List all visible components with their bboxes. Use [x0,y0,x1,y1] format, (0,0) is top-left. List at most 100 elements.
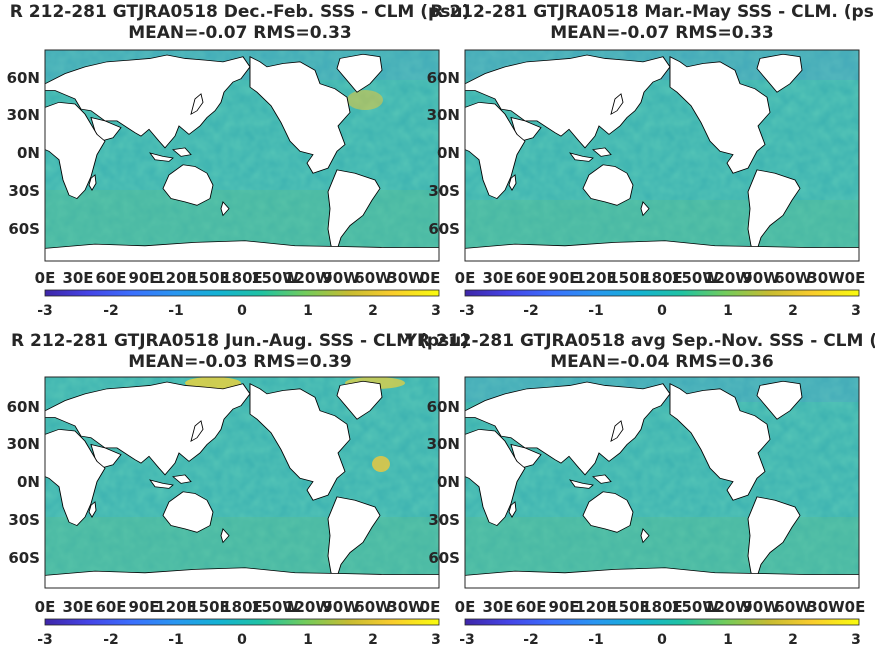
panel-1-xtick-8: 120W [284,269,332,287]
panel-4-cbtick-6: 3 [851,632,861,648]
panel-4-ytick-60N: 60N [427,398,460,416]
panel-2-xtick-5: 150E [608,269,650,287]
panel-4-xtick-11: 30W [807,598,845,616]
panel-2-xtick-3: 90E [548,269,579,287]
panel-3-xtick-0: 0E [35,598,56,616]
panel-2-cbtick-2: -1 [588,303,604,319]
panel-1-xtick-0: 0E [35,269,56,287]
panel-4-xticks: 0E 30E 60E 90E 120E 150E 180E 150W 120W … [455,598,866,616]
panel-3-ytick-60S: 60S [8,549,40,567]
panel-1-xtick-10: 60W [354,269,392,287]
panel-3-xtick-5: 150E [188,598,230,616]
panel-1-ytick-30S: 30S [8,182,40,200]
panel-3-ytick-0N: 0N [17,473,40,491]
panel-1-cbtick-2: -1 [168,303,184,319]
panel-1-xtick-3: 90E [128,269,159,287]
panel-2-ytick-30N: 30N [427,106,460,124]
panel-2-subtitle: MEAN=-0.07 RMS=0.33 [550,23,774,43]
panel-1-cbtick-0: -3 [37,303,53,319]
panel-2-xticks: 0E 30E 60E 90E 120E 150E 180E 150W 120W … [455,269,866,287]
panel-1-xtick-2: 60E [95,269,126,287]
panel-3-cbtick-3: 0 [237,632,247,648]
panel-4: YR 212-281 GTJRA0518 avg Sep.-Nov. SSS -… [404,331,875,648]
panel-2-xtick-4: 120E [575,269,617,287]
panel-4-cbtick-4: 1 [723,632,733,648]
panel-1-ytick-0N: 0N [17,144,40,162]
panel-3-subtitle: MEAN=-0.03 RMS=0.39 [128,352,352,372]
panel-4-ytick-0N: 0N [437,473,460,491]
panel-3-xtick-2: 60E [95,598,126,616]
panel-4-cbtick-0: -3 [459,632,475,648]
panel-1-subtitle: MEAN=-0.07 RMS=0.33 [128,23,352,43]
panel-3-xtick-1: 30E [62,598,93,616]
panel-1-xtick-5: 150E [188,269,230,287]
panel-3-xtick-11: 30W [387,598,425,616]
panel-3-xticks: 0E 30E 60E 90E 120E 150E 180E 150W 120W … [35,598,441,616]
panel-3-cbtick-1: -2 [103,632,119,648]
panel-2-xtick-7: 150W [671,269,719,287]
panel-4-subtitle: MEAN=-0.04 RMS=0.36 [550,352,774,372]
panel-2: R 212-281 GTJRA0518 Mar.-May SSS - CLM. … [427,2,875,319]
panel-2-xtick-8: 120W [704,269,752,287]
panel-1-xtick-1: 30E [62,269,93,287]
panel-1-xtick-4: 120E [155,269,197,287]
panel-2-ytick-0N: 0N [437,144,460,162]
panel-4-colorbar-ticks: -3 -2 -1 0 1 2 3 [459,632,861,648]
panel-4-cbtick-5: 2 [788,632,798,648]
panel-1-ytick-30N: 30N [7,106,40,124]
panel-1-cbtick-6: 3 [431,303,441,319]
panel-1-cbtick-3: 0 [237,303,247,319]
panel-4-title: YR 212-281 GTJRA0518 avg Sep.-Nov. SSS -… [404,331,875,351]
panel-4-xtick-7: 150W [671,598,719,616]
panel-4-xtick-9: 90W [742,598,780,616]
panel-4-xtick-6: 180E [641,598,683,616]
panel-3-xtick-8: 120W [284,598,332,616]
panel-4-map [464,376,860,589]
panel-3-cbtick-2: -1 [168,632,184,648]
panel-3-xtick-4: 120E [155,598,197,616]
panel-4-cbtick-1: -2 [523,632,539,648]
panel-2-xtick-11: 30W [807,269,845,287]
panel-3-colorbar [44,618,440,626]
panel-4-xtick-2: 60E [515,598,546,616]
panel-4-ytick-60S: 60S [428,549,460,567]
panel-2-xtick-2: 60E [515,269,546,287]
panel-4-xtick-1: 30E [482,598,513,616]
panel-3-xtick-10: 60W [354,598,392,616]
panel-2-ytick-60S: 60S [428,220,460,238]
panel-3-xtick-6: 180E [221,598,263,616]
panel-1-cbtick-5: 2 [368,303,378,319]
panel-1-cbtick-4: 1 [303,303,313,319]
panel-4-cbtick-2: -1 [588,632,604,648]
panel-1-ytick-60N: 60N [7,69,40,87]
panel-2-ytick-60N: 60N [427,69,460,87]
panel-1-xtick-6: 180E [221,269,263,287]
panel-4-xtick-12: 0E [845,598,866,616]
panel-3-cbtick-4: 1 [303,632,313,648]
panel-3-xtick-7: 150W [251,598,299,616]
panel-1-xtick-11: 30W [387,269,425,287]
panel-4-cbtick-3: 0 [657,632,667,648]
panel-1-colorbar [44,289,440,297]
panel-1-xtick-7: 150W [251,269,299,287]
panel-2-xtick-0: 0E [455,269,476,287]
panel-2-colorbar-ticks: -3 -2 -1 0 1 2 3 [459,303,861,319]
panel-1-xtick-9: 90W [322,269,360,287]
panel-3-ytick-30N: 30N [7,435,40,453]
panel-4-xtick-8: 120W [704,598,752,616]
panel-1-title: R 212-281 GTJRA0518 Dec.-Feb. SSS - CLM … [10,2,470,22]
panel-2-xtick-6: 180E [641,269,683,287]
panel-3-xtick-3: 90E [128,598,159,616]
panel-3: R 212-281 GTJRA0518 Jun.-Aug. SSS - CLM … [7,331,469,648]
panel-1-map [44,49,440,262]
panel-4-colorbar [464,618,860,626]
panel-2-ytick-30S: 30S [428,182,460,200]
panel-3-colorbar-ticks: -3 -2 -1 0 1 2 3 [37,632,441,648]
panel-2-xtick-9: 90W [742,269,780,287]
panel-2-cbtick-6: 3 [851,303,861,319]
panel-2-cbtick-0: -3 [459,303,475,319]
panel-2-cbtick-1: -2 [523,303,539,319]
panel-1-ytick-60S: 60S [8,220,40,238]
panel-4-ytick-30S: 30S [428,511,460,529]
